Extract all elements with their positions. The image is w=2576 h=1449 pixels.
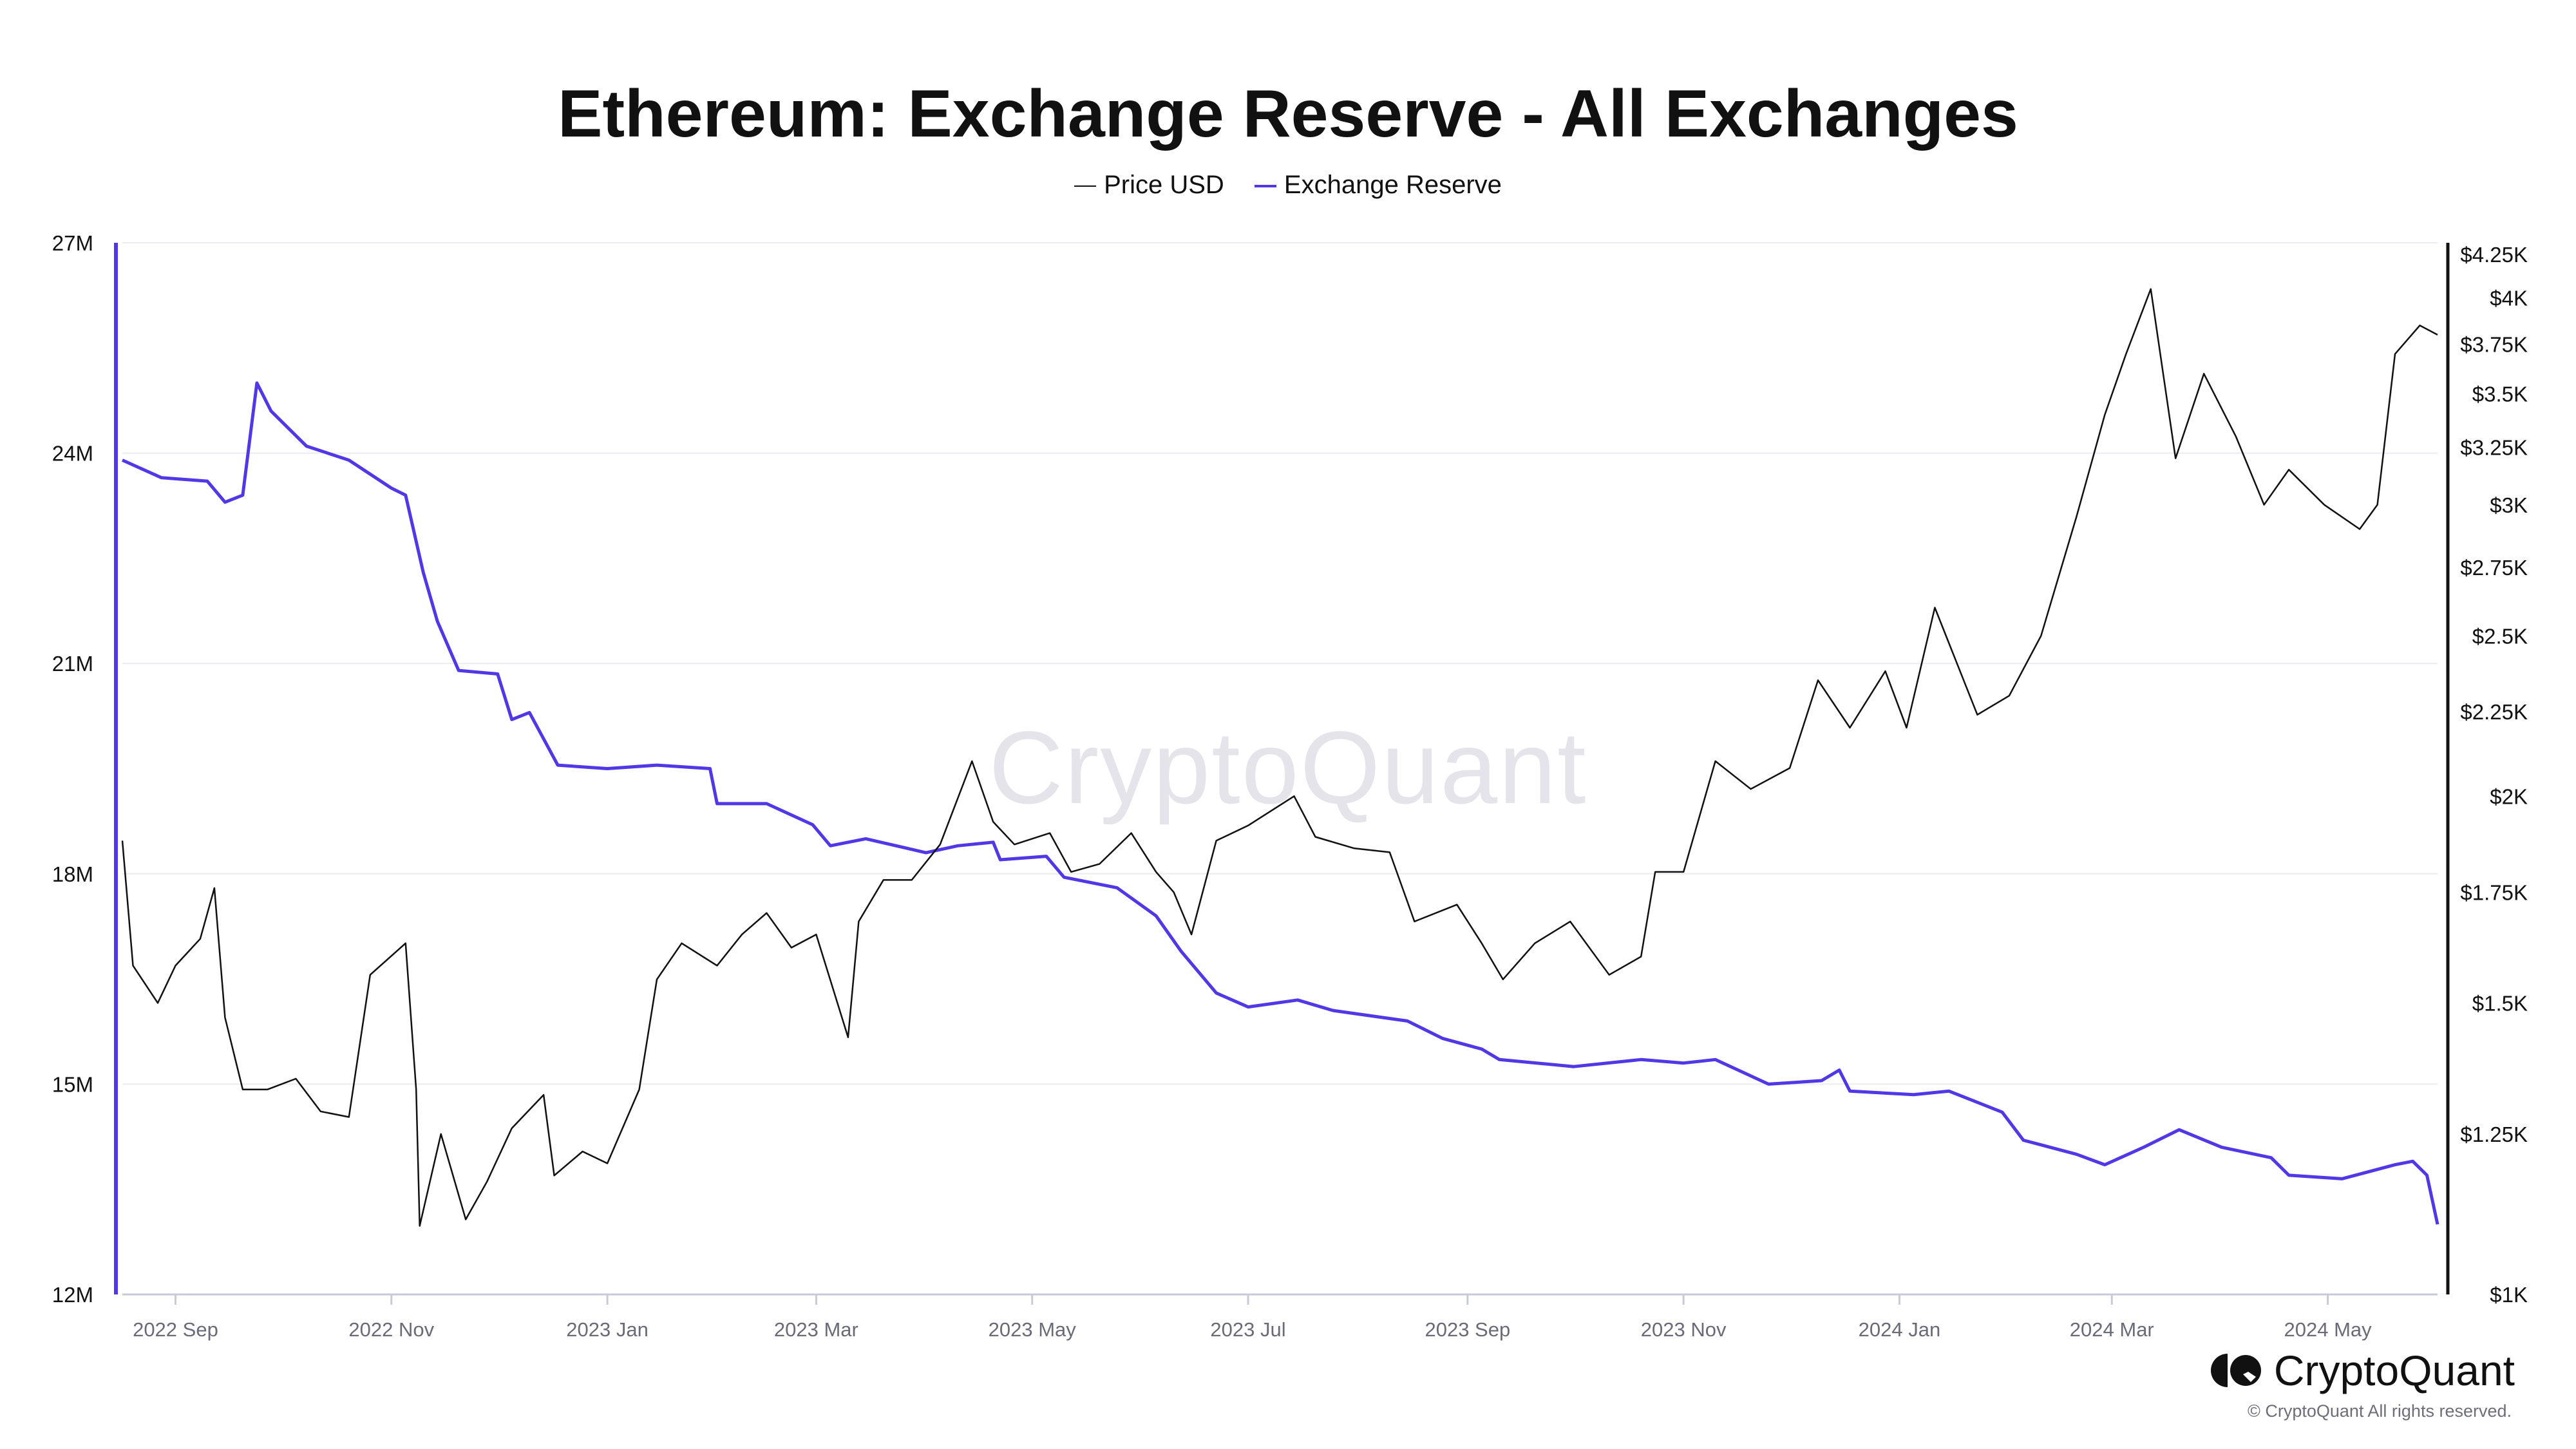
copyright: © CryptoQuant All rights reserved. (2247, 1401, 2512, 1421)
y-right-tick-label: $1K (2490, 1283, 2528, 1307)
y-right-tick-label: $1.5K (2472, 991, 2528, 1015)
series-layer (121, 288, 2439, 1227)
brand-name: CryptoQuant (2273, 1347, 2515, 1394)
brand-logo: CryptoQuant (2210, 1346, 2515, 1395)
price-line (121, 288, 2438, 1227)
y-left-tick-label: 12M (52, 1283, 93, 1307)
y-right-tick-label: $2.75K (2460, 556, 2528, 580)
legend: Price USD Exchange Reserve (0, 171, 2576, 200)
x-tick-label: 2023 Jan (566, 1318, 649, 1341)
x-axis: 2022 Sep 2022 Nov 2023 Jan 2023 Mar 2023 May… (122, 1293, 2438, 1341)
y-right-tick-label: $3.75K (2460, 333, 2528, 357)
legend-label: Exchange Reserve (1283, 171, 1502, 199)
x-tick-label: 2022 Sep (133, 1318, 218, 1341)
reserve-line (121, 381, 2439, 1225)
y-axis-right: $1K $1.25K $1.5K $1.75K $2K $2.25K $2.5K $2.75K… (2446, 243, 2528, 1307)
y-left-tick-label: 21M (52, 652, 93, 676)
y-right-tick-label: $2.5K (2472, 624, 2528, 648)
y-right-tick-label: $3.25K (2460, 435, 2528, 459)
y-right-tick-label: $3.5K (2472, 383, 2528, 406)
y-left-tick-label: 24M (52, 442, 93, 466)
x-tick-label: 2024 Mar (2070, 1318, 2154, 1341)
x-tick-label: 2023 Mar (774, 1318, 858, 1341)
y-right-tick-label: $1.75K (2460, 880, 2528, 904)
y-right-tick-label: $3K (2490, 493, 2528, 517)
y-right-tick-label: $2.25K (2460, 700, 2528, 724)
y-left-tick-label: 27M (52, 231, 93, 255)
chart-title: Ethereum: Exchange Reserve - All Exchang… (558, 77, 2018, 151)
gridlines (122, 242, 2438, 1085)
x-tick-label: 2023 Jul (1210, 1318, 1285, 1341)
reserve-swatch (1254, 185, 1276, 188)
legend-item-reserve[interactable]: Exchange Reserve (1254, 171, 1502, 200)
x-tick-label: 2023 Sep (1425, 1318, 1510, 1341)
legend-label: Price USD (1104, 171, 1224, 199)
x-tick-label: 2023 May (989, 1318, 1077, 1341)
price-swatch (1074, 185, 1097, 187)
x-tick-label: 2022 Nov (348, 1318, 434, 1341)
x-tick-label: 2023 Nov (1641, 1318, 1727, 1341)
y-left-tick-label: 18M (52, 862, 93, 886)
watermark: CryptoQuant (989, 710, 1587, 825)
y-right-tick-label: $4K (2490, 287, 2528, 310)
y-right-tick-label: $4.25K (2460, 243, 2528, 267)
y-right-tick-label: $1.25K (2460, 1122, 2528, 1146)
y-left-tick-label: 15M (52, 1072, 93, 1096)
legend-item-price[interactable]: Price USD (1074, 171, 1224, 200)
y-axis-left: 12M 15M 18M 21M 24M 27M (52, 231, 118, 1307)
x-tick-label: 2024 May (2284, 1318, 2372, 1341)
x-tick-label: 2024 Jan (1859, 1318, 1941, 1341)
cryptoquant-logo-icon (2210, 1354, 2261, 1387)
y-right-tick-label: $2K (2490, 784, 2528, 808)
